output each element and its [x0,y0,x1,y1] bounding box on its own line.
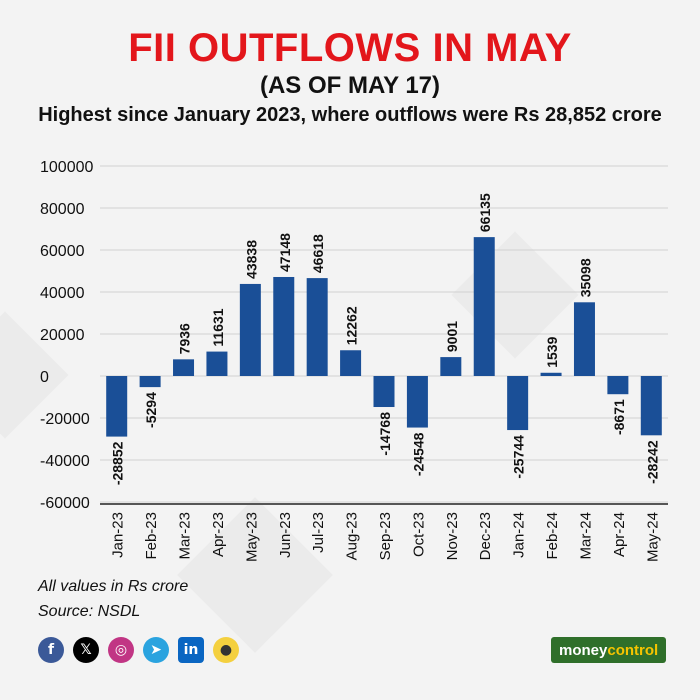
data-label: 9001 [444,321,460,352]
data-label: 66135 [477,193,493,232]
bar [640,376,662,436]
data-label: -24548 [410,432,426,476]
y-tick-label: 40000 [40,285,85,302]
brand-part2: control [607,641,659,659]
data-label: 43838 [243,240,259,279]
chart-title: FII OUTFLOWS IN MAY [128,26,572,70]
linkedin-icon[interactable]: in [178,637,204,663]
x-tick-label: Sep-23 [377,512,394,560]
data-label: -8671 [611,399,627,435]
bar [607,376,629,395]
bar [440,357,462,376]
x-tick-label: Apr-23 [210,512,227,557]
data-label: 46618 [310,234,326,273]
bar [106,376,128,437]
units-footnote: All values in Rs crore [38,578,189,595]
y-tick-label: 80000 [40,201,85,218]
bar [139,376,161,388]
data-label: 1539 [544,336,560,367]
brand-part1: money [559,641,608,659]
bar [473,237,495,376]
x-tick-label: Nov-23 [444,512,461,560]
data-label: 12262 [344,306,360,345]
x-tick-label: Mar-23 [177,512,194,560]
data-label: 47148 [277,233,293,272]
data-label: 11631 [210,308,226,346]
y-tick-label: -60000 [40,495,90,512]
data-label: -28242 [644,440,660,484]
bar [340,350,362,376]
social-icons: f 𝕏 ◎ ➤ in ● [38,637,239,663]
x-tick-label: Jan-23 [110,512,127,558]
y-tick-label: 100000 [40,159,93,176]
bar [373,376,395,408]
x-tick-label: May-23 [243,512,260,562]
y-tick-label: 0 [40,369,49,386]
data-label: -5294 [143,392,159,428]
bar [173,359,195,376]
bar [573,302,595,376]
source-footnote: Source: NSDL [38,603,141,620]
bar-chart: 100000 80000 60000 40000 20000 0 -20000 -40000 -… [40,159,668,562]
instagram-icon[interactable]: ◎ [108,637,134,663]
x-tick-label: May-24 [644,512,661,562]
bar [306,278,328,376]
chart-subtitle: (AS OF MAY 17) [259,72,441,99]
x-tick-label: Jul-23 [310,512,327,553]
x-tick-label: Aug-23 [344,512,361,560]
bar [273,276,295,376]
bar [507,376,529,431]
x-tick-label: Jan-24 [511,512,528,558]
chart-note: Highest since January 2023, where outflo… [38,104,662,126]
moneycontrol-logo[interactable]: money control [551,637,667,663]
facebook-icon[interactable]: f [38,637,64,663]
x-tick-label: Mar-24 [577,512,594,560]
telegram-icon[interactable]: ➤ [143,637,169,663]
y-tick-label: -40000 [40,453,90,470]
x-tick-label: Feb-23 [143,512,160,560]
data-label: 35098 [577,258,593,297]
data-label: -25744 [511,435,527,479]
x-tick-label: Dec-23 [477,512,494,560]
x-tick-label: Apr-24 [611,512,628,557]
bar [540,372,562,376]
y-tick-label: 60000 [40,243,85,260]
data-label: -14768 [377,412,393,456]
bar [206,351,228,376]
y-tick-label: -20000 [40,411,90,428]
bar [406,376,428,428]
x-icon[interactable]: 𝕏 [73,637,99,663]
data-label: 7936 [177,323,193,354]
y-tick-label: 20000 [40,327,85,344]
x-tick-label: Feb-24 [544,512,561,560]
bar [239,283,261,376]
x-tick-label: Oct-23 [410,512,427,557]
x-tick-label: Jun-23 [277,512,294,558]
koo-icon[interactable]: ● [213,637,239,663]
data-label: -28852 [110,441,126,485]
